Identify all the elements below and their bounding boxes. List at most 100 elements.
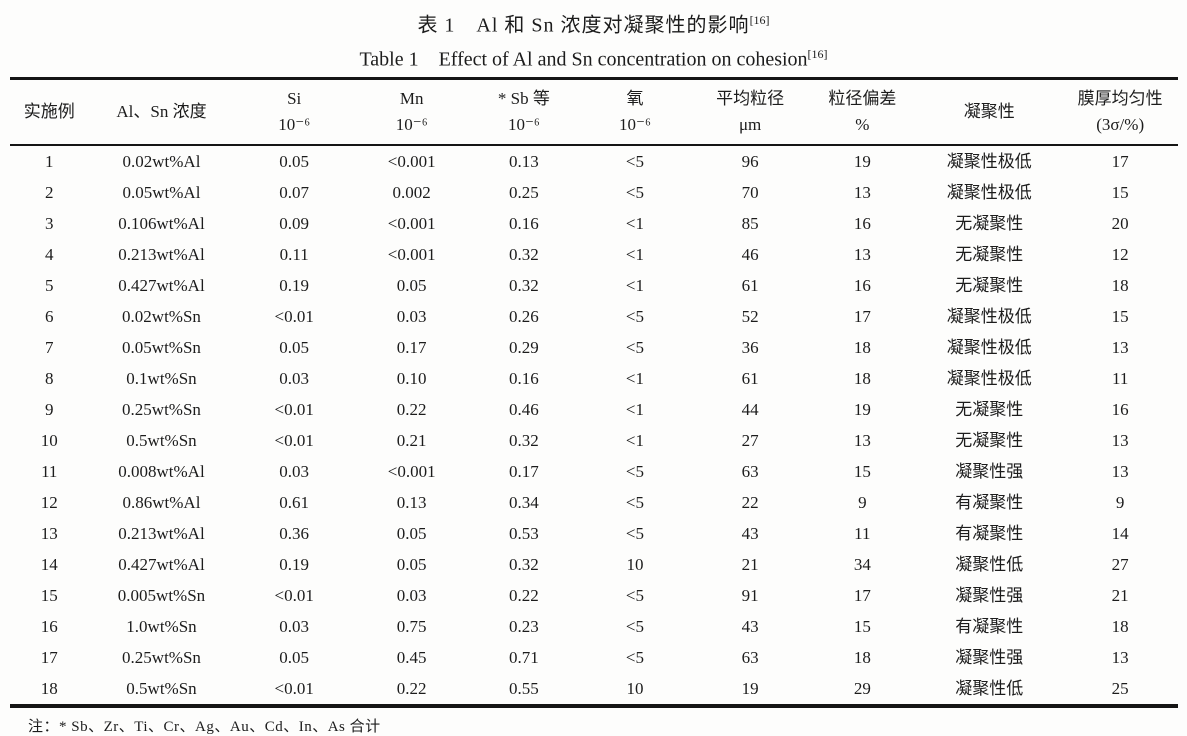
table-cell: <0.01 bbox=[274, 678, 314, 698]
table-cell: 13 bbox=[40, 523, 58, 543]
table-row: 14 0.427wt%Al 0.19 0.05 0.32 10 21 34 凝聚性低 27 bbox=[10, 549, 1178, 580]
table-cell: 61 bbox=[741, 275, 759, 295]
table-cell: 0.213wt%Al bbox=[118, 244, 205, 264]
table-cell: 0.46 bbox=[509, 399, 539, 419]
table-row: 10 0.5wt%Sn <0.01 0.21 0.32 <1 27 13 无凝聚性 13 bbox=[10, 425, 1178, 456]
header-cell-sb-etc: * Sb 等 10⁻⁶ bbox=[497, 89, 550, 135]
data-table: 实施例 Al、Sn 浓度 Si 10⁻⁶ Mn 10⁻⁶ * Sb 等 bbox=[9, 77, 1178, 709]
table-cell: 34 bbox=[853, 554, 871, 574]
table-cell: 0.21 bbox=[396, 430, 427, 450]
table-cell: 0.1wt%Sn bbox=[126, 368, 197, 388]
table-cell: 15 bbox=[853, 461, 871, 481]
table-cell: 有凝聚性 bbox=[955, 492, 1024, 512]
table-cell: 0.32 bbox=[509, 275, 539, 295]
table-row: 17 0.25wt%Sn 0.05 0.45 0.71 <5 63 18 凝聚性强 13 bbox=[10, 642, 1178, 673]
table-cell: <1 bbox=[625, 244, 644, 264]
table-row: 5 0.427wt%Al 0.19 0.05 0.32 <1 61 16 无凝聚性 18 bbox=[10, 270, 1178, 301]
table-cell: 1 bbox=[45, 151, 54, 171]
table-cell: 9 bbox=[45, 399, 54, 419]
table-cell: 0.106wt%Al bbox=[118, 213, 205, 233]
table-cell: 17 bbox=[853, 585, 871, 605]
table-cell: 13 bbox=[1111, 430, 1129, 450]
table-cell: 有凝聚性 bbox=[955, 523, 1024, 543]
table-cell: 96 bbox=[741, 151, 759, 171]
table-cell: <0.01 bbox=[274, 585, 314, 605]
table-row: 1 0.02wt%Al 0.05 <0.001 0.13 <5 96 19 凝聚性极低 17 bbox=[10, 145, 1178, 177]
table-cell: 无凝聚性 bbox=[955, 430, 1024, 450]
table-cell: 凝聚性极低 bbox=[946, 182, 1032, 202]
table-cell: 0.55 bbox=[509, 678, 539, 698]
header-cell-example: 实施例 bbox=[23, 102, 75, 122]
table-cell: 0.11 bbox=[279, 244, 309, 264]
table-cell: 18 bbox=[1111, 275, 1129, 295]
table-cell: 10 bbox=[626, 678, 644, 698]
table-cell: 44 bbox=[741, 399, 759, 419]
table-cell: 0.34 bbox=[509, 492, 539, 512]
table-cell: 0.05 bbox=[396, 523, 427, 543]
table-cell: 0.25wt%Sn bbox=[122, 647, 201, 667]
table-cell: 0.53 bbox=[509, 523, 539, 543]
table-row: 7 0.05wt%Sn 0.05 0.17 0.29 <5 36 18 凝聚性极低 13 bbox=[10, 332, 1178, 363]
table-cell: 15 bbox=[1111, 306, 1129, 326]
table-cell: 11 bbox=[1111, 368, 1129, 388]
title-en-text: Table 1 Effect of Al and Sn concentratio… bbox=[359, 48, 808, 71]
table-cell: 11 bbox=[854, 523, 871, 543]
table-cell: 17 bbox=[853, 306, 871, 326]
table-row: 11 0.008wt%Al 0.03 <0.001 0.17 <5 63 15 凝聚性强 13 bbox=[10, 456, 1178, 487]
title-zh: 表 1 Al 和 Sn 浓度对凝聚性的影响[16] bbox=[0, 8, 1187, 38]
header-cell-si: Si 10⁻⁶ bbox=[278, 89, 311, 135]
header-cell-al-sn-concentration: Al、Sn 浓度 bbox=[116, 102, 207, 122]
table-cell: 0.213wt%Al bbox=[118, 523, 205, 543]
header-cell-film-uniformity: 膜厚均匀性 (3σ/%) bbox=[1077, 89, 1163, 135]
table-cell: 27 bbox=[741, 430, 759, 450]
table-cell: 0.05 bbox=[279, 337, 310, 357]
table-cell: 0.05 bbox=[396, 275, 427, 295]
table-cell: 0.05wt%Al bbox=[122, 182, 201, 202]
table-cell: 0.13 bbox=[509, 151, 539, 171]
table-cell: 85 bbox=[741, 213, 759, 233]
table-cell: 18 bbox=[1111, 616, 1129, 636]
table-cell: 0.03 bbox=[279, 616, 310, 636]
table-row: 18 0.5wt%Sn <0.01 0.22 0.55 10 19 29 凝聚性低 25 bbox=[10, 673, 1178, 706]
table-cell: 10 bbox=[626, 554, 644, 574]
table-cell: 19 bbox=[853, 151, 871, 171]
table-cell: 0.03 bbox=[396, 306, 427, 326]
table-cell: 43 bbox=[741, 523, 759, 543]
table-row: 15 0.005wt%Sn <0.01 0.03 0.22 <5 91 17 凝聚性强 21 bbox=[10, 580, 1178, 611]
table-cell: <5 bbox=[625, 585, 644, 605]
table-cell: 无凝聚性 bbox=[955, 244, 1024, 264]
table-row: 8 0.1wt%Sn 0.03 0.10 0.16 <1 61 18 凝聚性极低 11 bbox=[10, 363, 1178, 394]
table-cell: 0.02wt%Al bbox=[122, 151, 201, 171]
table-row: 9 0.25wt%Sn <0.01 0.22 0.46 <1 44 19 无凝聚性 16 bbox=[10, 394, 1178, 425]
table-cell: 5 bbox=[45, 275, 54, 295]
table-cell: <1 bbox=[625, 213, 644, 233]
table-cell: 0.008wt%Al bbox=[118, 461, 205, 481]
table-cell: 12 bbox=[40, 492, 58, 512]
header-cell-cohesion: 凝聚性 bbox=[963, 102, 1015, 122]
table-cell: 凝聚性强 bbox=[955, 585, 1024, 605]
table-cell: 0.427wt%Al bbox=[118, 275, 205, 295]
table-cell: 16 bbox=[40, 616, 58, 636]
table-cell: <1 bbox=[625, 275, 644, 295]
table-cell: <0.001 bbox=[387, 213, 436, 233]
table-cell: 10 bbox=[40, 430, 58, 450]
table-cell: 凝聚性极低 bbox=[946, 337, 1032, 357]
header-row: 实施例 Al、Sn 浓度 Si 10⁻⁶ Mn 10⁻⁶ * Sb 等 bbox=[9, 79, 1178, 146]
table-cell: <5 bbox=[625, 647, 644, 667]
table-cell: 0.10 bbox=[396, 368, 427, 388]
table-cell: 无凝聚性 bbox=[955, 399, 1024, 419]
table-cell: 13 bbox=[853, 244, 871, 264]
table-cell: <5 bbox=[625, 492, 644, 512]
table-row: 6 0.02wt%Sn <0.01 0.03 0.26 <5 52 17 凝聚性极低 15 bbox=[10, 301, 1178, 332]
table-cell: <5 bbox=[625, 523, 644, 543]
table-cell: 13 bbox=[1111, 647, 1129, 667]
table-cell: <1 bbox=[625, 430, 644, 450]
table-cell: 19 bbox=[741, 678, 759, 698]
table-cell: 52 bbox=[741, 306, 759, 326]
header-cell-size-deviation: 粒径偏差 % bbox=[828, 89, 897, 135]
table-cell: 0.45 bbox=[396, 647, 427, 667]
table-cell: 0.32 bbox=[509, 430, 539, 450]
table-row: 13 0.213wt%Al 0.36 0.05 0.53 <5 43 11 有凝聚性 14 bbox=[10, 518, 1178, 549]
table-cell: 0.29 bbox=[509, 337, 539, 357]
